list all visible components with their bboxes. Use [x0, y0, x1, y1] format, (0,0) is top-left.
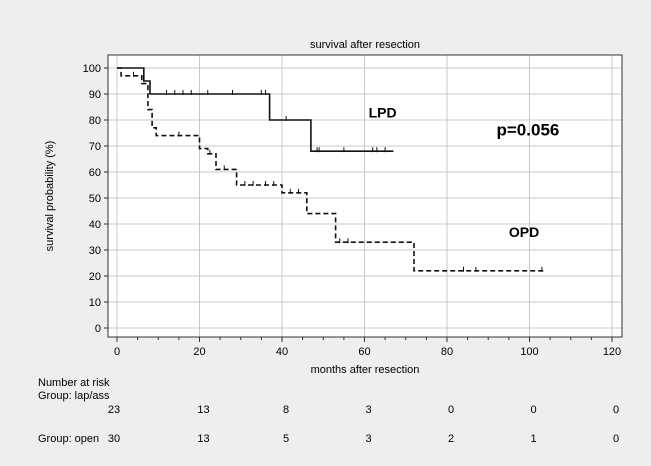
risk-count: 13	[197, 404, 209, 416]
y-tick-label: 20	[89, 271, 101, 283]
y-tick-label: 60	[89, 167, 101, 179]
y-tick-label: 40	[89, 219, 101, 231]
risk-count: 0	[530, 404, 536, 416]
risk-count: 1	[530, 433, 536, 445]
y-tick-label: 30	[89, 245, 101, 257]
axes	[104, 54, 623, 342]
annotation-opd: OPD	[509, 224, 539, 240]
y-tick-label: 50	[89, 193, 101, 205]
series-layer	[117, 67, 546, 272]
x-tick-label: 40	[276, 346, 288, 358]
risk-group-label-lap: Group: lap/ass	[38, 390, 110, 402]
risk-count: 8	[283, 404, 289, 416]
risk-count: 0	[613, 433, 619, 445]
y-tick-label: 100	[83, 63, 101, 75]
y-tick-label: 90	[89, 89, 101, 101]
x-tick-label: 100	[520, 346, 538, 358]
y-tick-label: 70	[89, 141, 101, 153]
y-tick-label: 0	[95, 323, 101, 335]
y-tick-label: 80	[89, 115, 101, 127]
y-axis-label: survival probability (%)	[44, 141, 56, 252]
risk-count: 13	[197, 433, 209, 445]
plot-frame	[107, 54, 623, 338]
annotation-p-value: p=0.056	[497, 121, 560, 140]
risk-row-lap: 23 13 8 3 0 0 0	[108, 404, 619, 416]
risk-count: 23	[108, 404, 120, 416]
risk-count: 30	[108, 433, 120, 445]
series-line-opd	[117, 67, 546, 272]
x-tick-label: 60	[358, 346, 370, 358]
tick-labels: 0 10 20 30 40 50 60 70 80 90 100 0 20 40 60 80 100 120	[83, 63, 622, 358]
grid	[108, 55, 622, 337]
series-line-lpd	[117, 67, 394, 152]
risk-count: 5	[283, 433, 289, 445]
y-tick-label: 10	[89, 297, 101, 309]
x-tick-label: 20	[193, 346, 205, 358]
risk-group-label-open: Group: open	[38, 433, 99, 445]
risk-count: 3	[365, 404, 371, 416]
risk-count: 2	[448, 433, 454, 445]
risk-count: 0	[448, 404, 454, 416]
x-tick-label: 0	[114, 346, 120, 358]
risk-table-heading: Number at risk	[38, 377, 110, 389]
x-tick-label: 80	[441, 346, 453, 358]
annotations: LPD p=0.056 OPD	[369, 104, 560, 240]
x-axis-label: months after resection	[311, 364, 420, 376]
chart-title: survival after resection	[310, 39, 420, 51]
risk-count: 0	[613, 404, 619, 416]
x-tick-label: 120	[603, 346, 621, 358]
risk-row-open: 30 13 5 3 2 1 0	[108, 433, 619, 445]
annotation-lpd: LPD	[369, 104, 397, 120]
risk-count: 3	[365, 433, 371, 445]
risk-table: Number at risk Group: lap/ass Group: ope…	[38, 377, 619, 445]
